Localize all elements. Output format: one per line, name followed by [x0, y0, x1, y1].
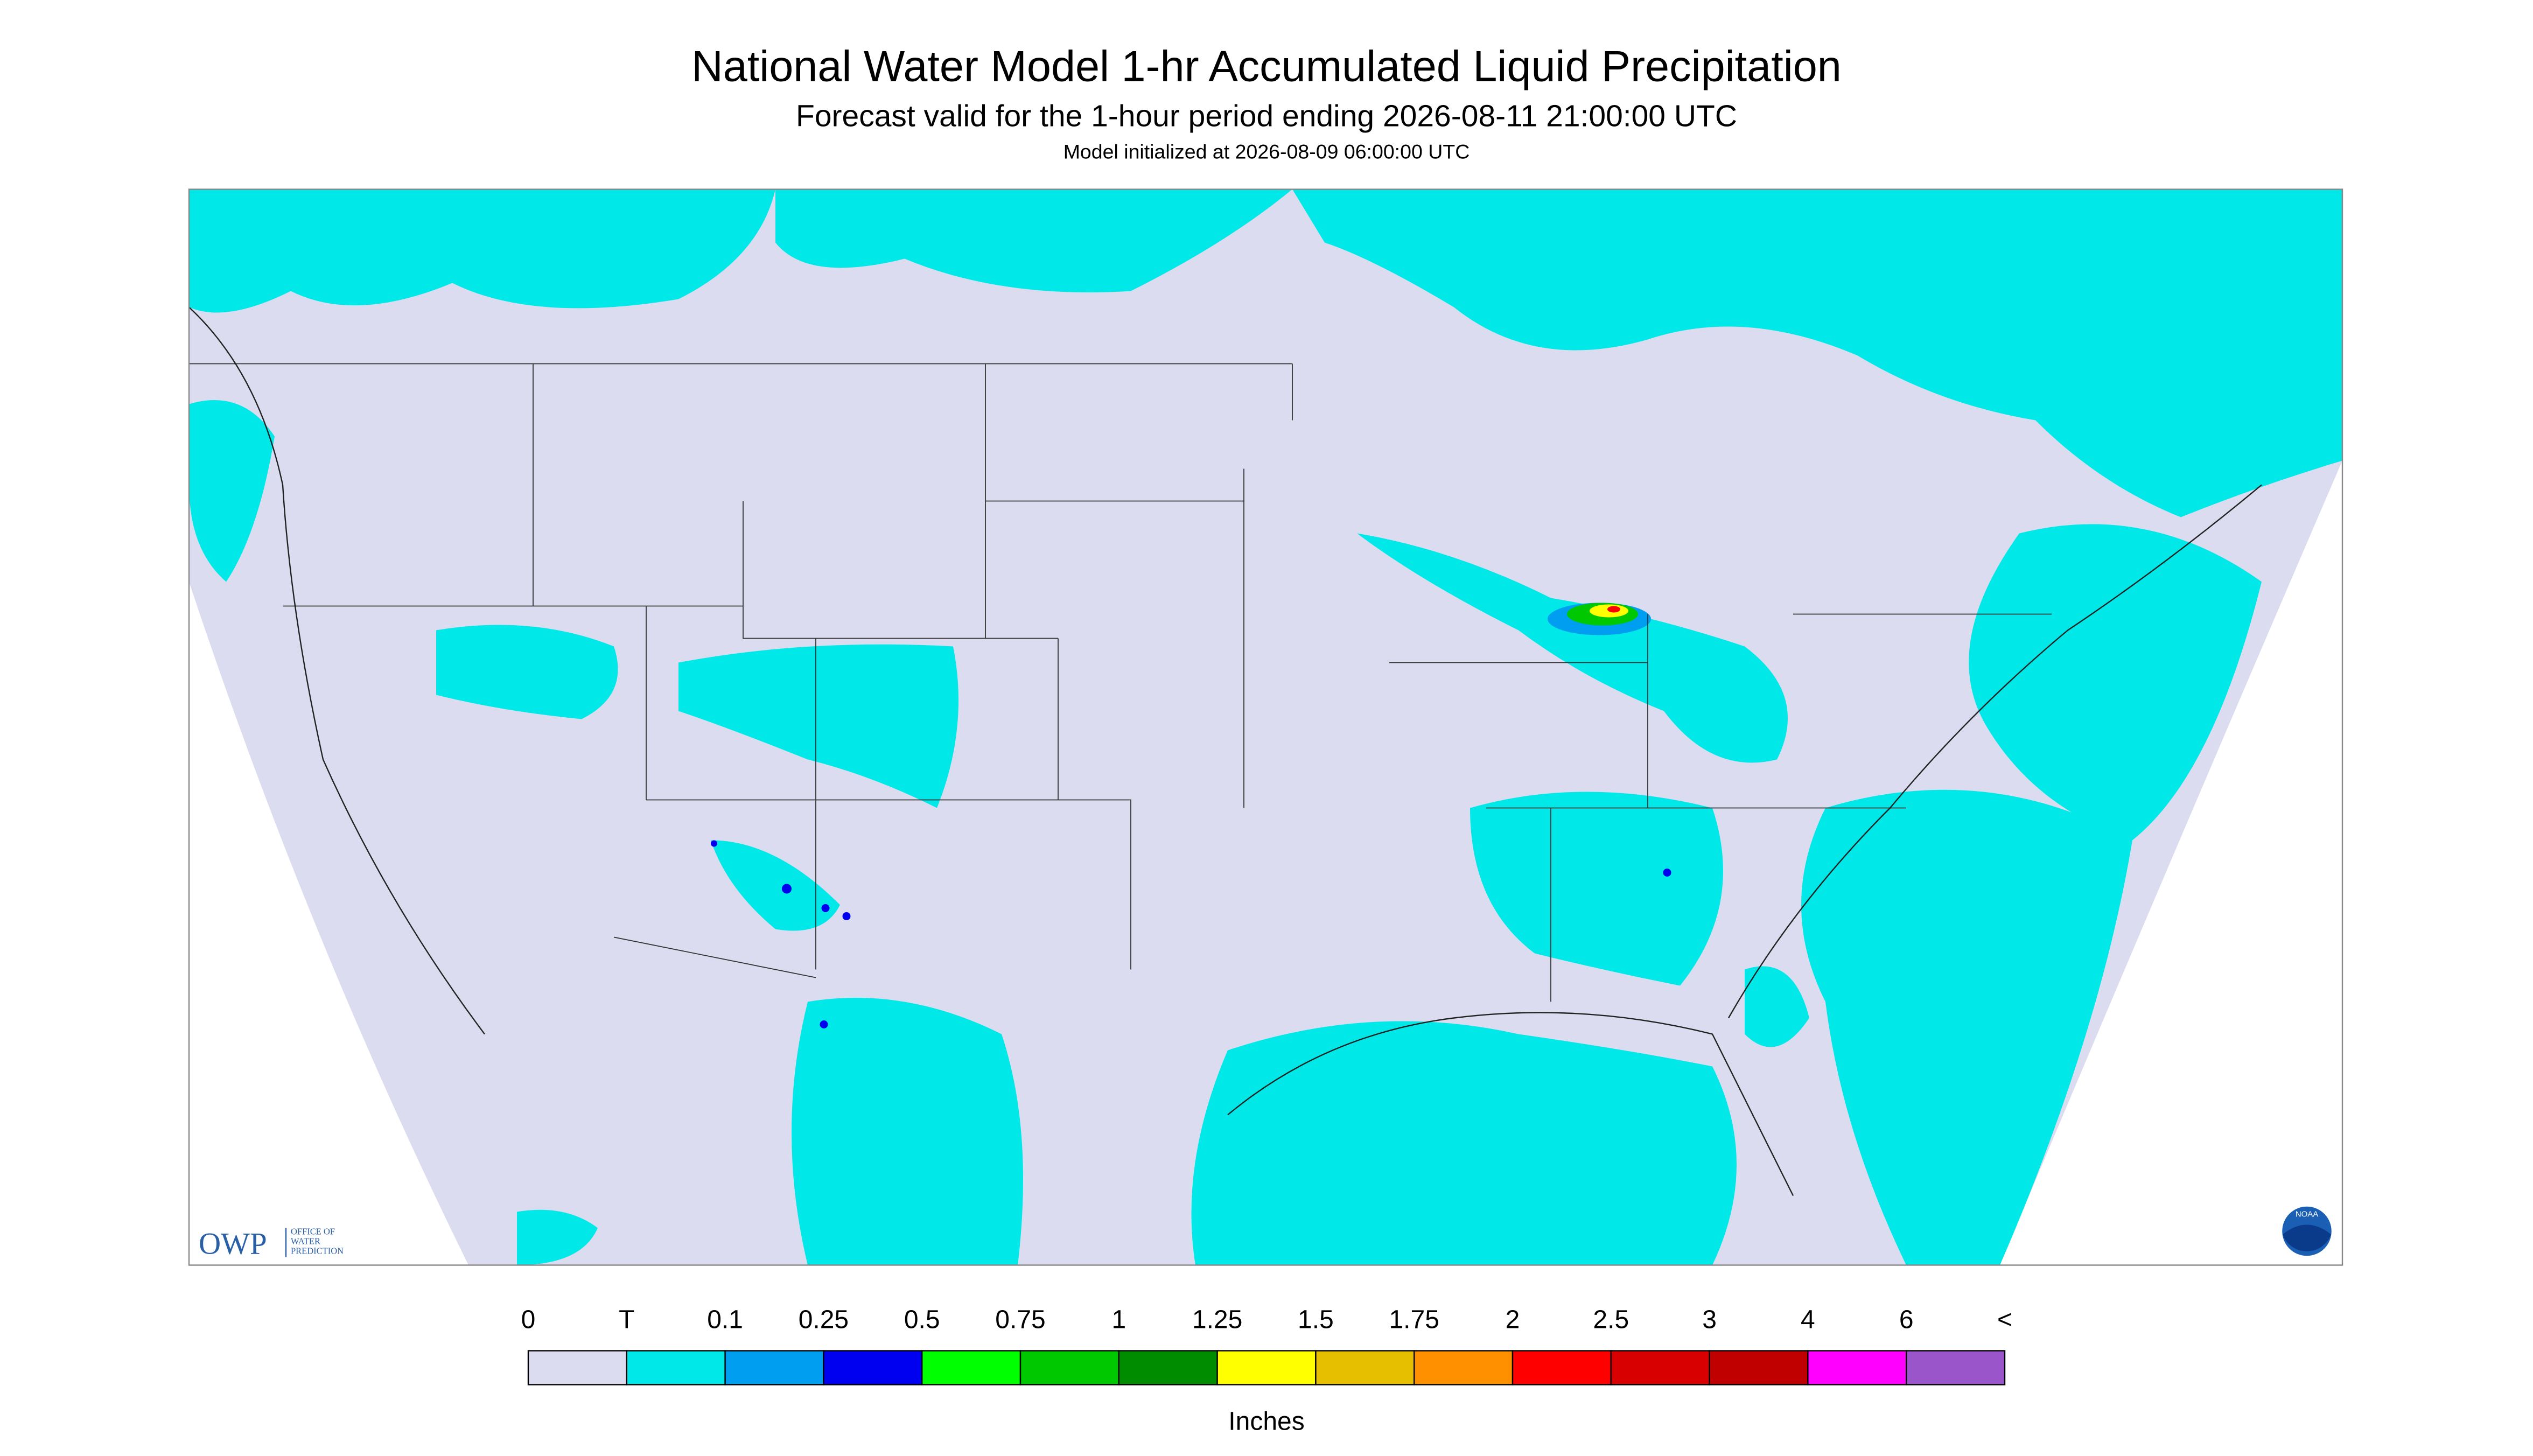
- owp-logo-line: WATER: [291, 1236, 320, 1247]
- legend-swatch: [1315, 1350, 1415, 1385]
- legend-swatch: [527, 1350, 628, 1385]
- legend-swatch: [1807, 1350, 1907, 1385]
- noaa-logo-text: NOAA: [2296, 1210, 2319, 1219]
- legend-label: 1: [1111, 1306, 1126, 1334]
- legend-swatch: [921, 1350, 1021, 1385]
- legend-swatch: [1709, 1350, 1809, 1385]
- noaa-logo: NOAA: [2279, 1204, 2334, 1258]
- owp-logo-text: OWP: [199, 1227, 267, 1261]
- legend-swatch: [1216, 1350, 1317, 1385]
- legend-label: T: [619, 1306, 634, 1334]
- legend-label: 2.5: [1593, 1306, 1629, 1334]
- legend-label: 6: [1899, 1306, 1914, 1334]
- light-precip: [189, 189, 2342, 1265]
- legend-units: Inches: [1228, 1408, 1304, 1436]
- owp-logo: OWP OFFICE OF WATER PREDICTION: [199, 1227, 344, 1261]
- subtitle: Forecast valid for the 1-hour period end…: [796, 99, 1737, 134]
- legend-label: 0.5: [904, 1306, 940, 1334]
- model-domain: [189, 189, 2342, 1265]
- legend-swatch: [1610, 1350, 1710, 1385]
- legend: Inches 0 T 0.1 0.25 0.5 0.75 1 1.25 1.5 1.75 2 2.5 3…: [521, 1306, 2012, 1436]
- map-frame: [188, 188, 2343, 1266]
- legend-label: 0.25: [799, 1306, 849, 1334]
- legend-swatch: [1118, 1350, 1218, 1385]
- legend-swatch: [724, 1350, 824, 1385]
- legend-label: 3: [1702, 1306, 1717, 1334]
- legend-label: 0.1: [707, 1306, 743, 1334]
- map: OWP OFFICE OF WATER PREDICTION NOAA: [188, 188, 2343, 1266]
- legend-swatch: [1019, 1350, 1120, 1385]
- title: National Water Model 1-hr Accumulated Li…: [691, 43, 1842, 91]
- legend-label: <: [1997, 1306, 2012, 1334]
- legend-label: 1.25: [1192, 1306, 1242, 1334]
- legend-swatch: [1414, 1350, 1514, 1385]
- legend-swatch: [823, 1350, 923, 1385]
- legend-swatch: [1512, 1350, 1612, 1385]
- init-time: Model initialized at 2026-08-09 06:00:00…: [1063, 141, 1470, 163]
- owp-logo-line: OFFICE OF: [291, 1227, 335, 1237]
- legend-swatch: [1905, 1350, 2006, 1385]
- legend-label: 4: [1801, 1306, 1815, 1334]
- legend-label: 0: [521, 1306, 536, 1334]
- heavier-precip: [711, 603, 1671, 1028]
- legend-label: 2: [1506, 1306, 1520, 1334]
- boundaries: [189, 306, 2262, 1196]
- legend-swatch: [626, 1350, 726, 1385]
- legend-label: 0.75: [995, 1306, 1045, 1334]
- legend-label: 1.75: [1389, 1306, 1439, 1334]
- owp-logo-line: PREDICTION: [291, 1246, 344, 1256]
- legend-label: 1.5: [1298, 1306, 1334, 1334]
